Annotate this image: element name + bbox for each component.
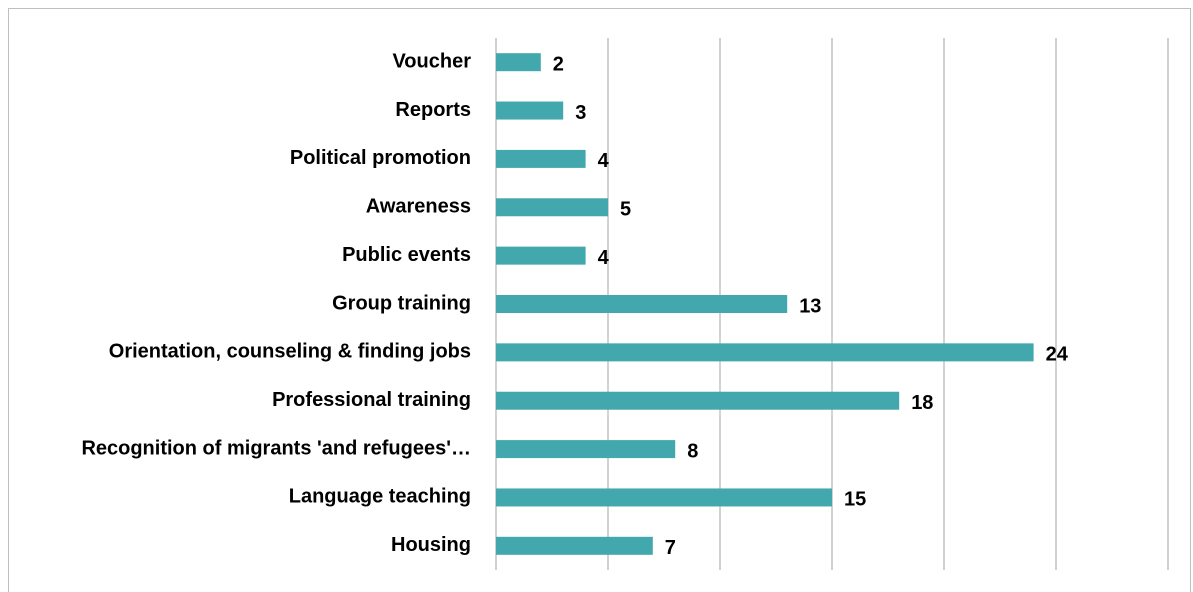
- category-label: Reports: [395, 99, 471, 121]
- category-label: Orientation, counseling & finding jobs: [109, 341, 471, 363]
- bar: [496, 295, 788, 313]
- value-label: 5: [620, 199, 631, 221]
- category-label: Recognition of migrants 'and refugees'…: [81, 437, 471, 459]
- bar: [496, 101, 564, 120]
- category-label: Public events: [342, 244, 471, 266]
- bar: [496, 488, 832, 507]
- category-label: Political promotion: [290, 147, 471, 169]
- value-label: 24: [1046, 344, 1069, 366]
- bar: [496, 440, 676, 459]
- bar: [496, 149, 586, 168]
- value-label: 2: [553, 53, 564, 75]
- value-label: 15: [844, 489, 866, 511]
- category-label: Professional training: [272, 389, 471, 411]
- category-label: Group training: [332, 292, 471, 314]
- value-label: 13: [799, 295, 821, 317]
- value-label: 8: [687, 440, 698, 462]
- bar: [496, 536, 653, 555]
- bar: [496, 343, 1034, 362]
- category-label: Voucher: [392, 50, 471, 72]
- value-label: 7: [665, 537, 676, 559]
- value-label: 3: [575, 102, 586, 124]
- category-label: Housing: [391, 534, 471, 556]
- value-label: 4: [598, 247, 610, 269]
- bar: [496, 198, 608, 217]
- bar: [496, 391, 900, 410]
- chart-frame: [8, 8, 1191, 592]
- bar: [496, 246, 586, 265]
- value-label: 18: [911, 392, 933, 414]
- category-label: Language teaching: [289, 486, 471, 508]
- value-label: 4: [598, 150, 610, 172]
- bar: [496, 53, 541, 72]
- category-label: Awareness: [366, 196, 471, 218]
